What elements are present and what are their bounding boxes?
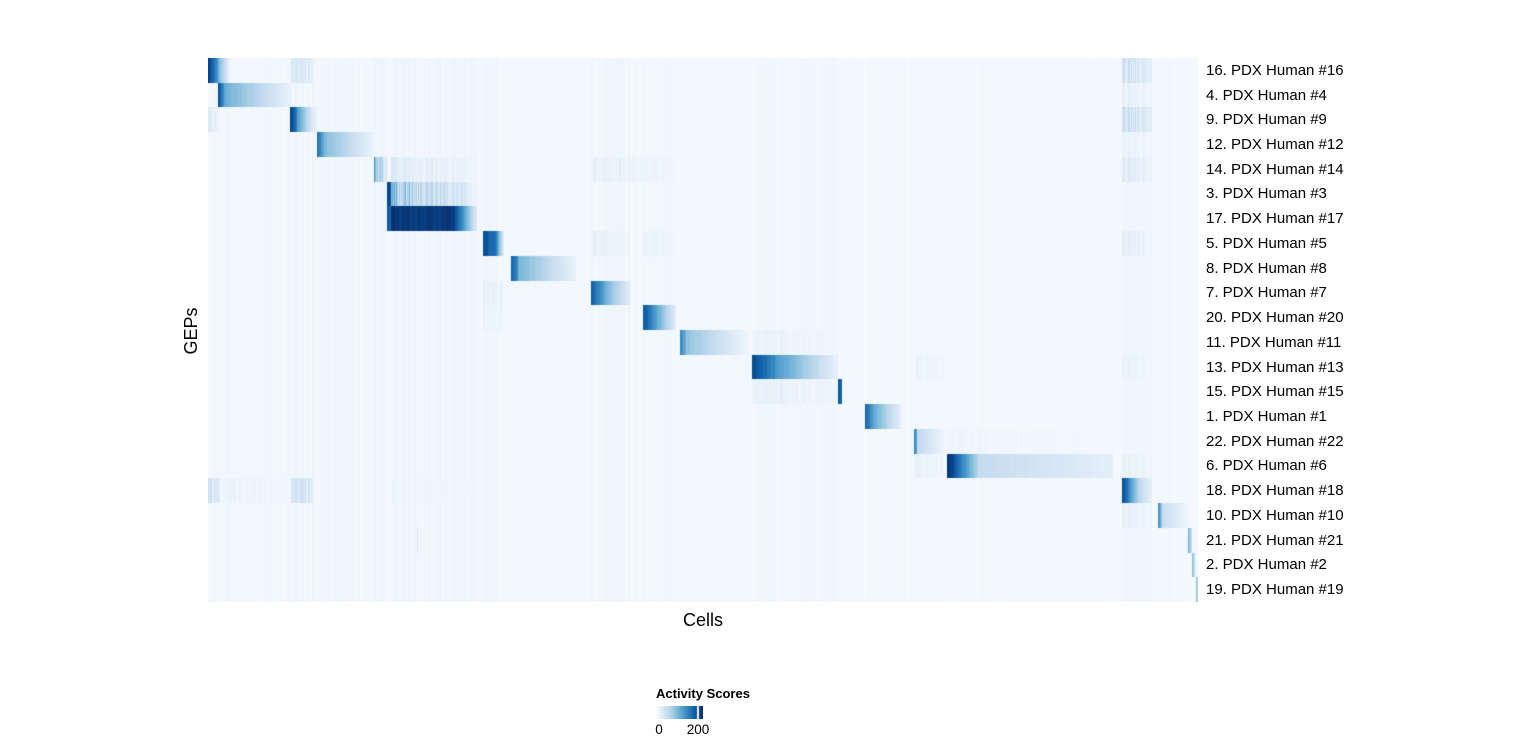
row-label: 10. PDX Human #10 — [1206, 506, 1344, 524]
legend-title: Activity Scores — [656, 686, 750, 701]
row-label: 16. PDX Human #16 — [1206, 61, 1344, 79]
row-label: 4. PDX Human #4 — [1206, 86, 1327, 104]
row-label: 13. PDX Human #13 — [1206, 358, 1344, 376]
row-labels: 16. PDX Human #16 4. PDX Human #4 9. PDX H… — [1206, 58, 1536, 602]
colorbar-legend: Activity Scores 0 200 — [655, 686, 776, 738]
row-label: 19. PDX Human #19 — [1206, 581, 1344, 599]
y-axis-label: GEPs — [181, 307, 201, 355]
row-label: 6. PDX Human #6 — [1206, 457, 1327, 475]
row-label: 7. PDX Human #7 — [1206, 284, 1327, 302]
row-label: 2. PDX Human #2 — [1206, 556, 1327, 574]
row-label: 3. PDX Human #3 — [1206, 185, 1327, 203]
row-label: 21. PDX Human #21 — [1206, 531, 1344, 549]
legend-gradient-bar — [656, 706, 703, 719]
row-label: 18. PDX Human #18 — [1206, 482, 1344, 500]
x-axis-label: Cells — [682, 610, 723, 630]
row-label: 14. PDX Human #14 — [1206, 160, 1344, 178]
legend-ticks: 0 200 — [655, 722, 709, 738]
row-label: 8. PDX Human #8 — [1206, 259, 1327, 277]
row-label: 5. PDX Human #5 — [1206, 234, 1327, 252]
legend-tick-0: 0 — [655, 722, 663, 737]
row-label: 12. PDX Human #12 — [1206, 136, 1344, 154]
row-label: 15. PDX Human #15 — [1206, 383, 1344, 401]
row-label: 22. PDX Human #22 — [1206, 432, 1344, 450]
row-label: 17. PDX Human #17 — [1206, 210, 1344, 228]
row-label: 20. PDX Human #20 — [1206, 309, 1344, 327]
row-label: 1. PDX Human #1 — [1206, 408, 1327, 426]
row-label: 11. PDX Human #11 — [1206, 333, 1342, 351]
legend-tick-200: 200 — [686, 722, 710, 737]
row-label: 9. PDX Human #9 — [1206, 111, 1327, 129]
heatmap-canvas — [208, 58, 1198, 602]
